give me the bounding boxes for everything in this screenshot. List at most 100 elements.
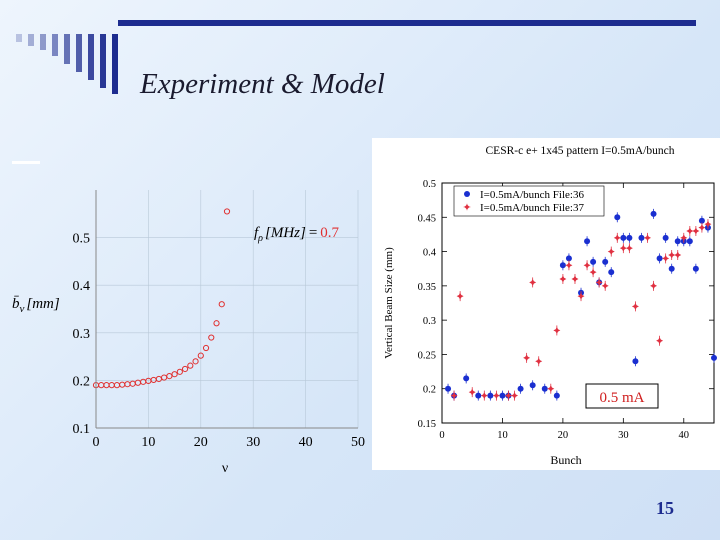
x-tick-label: 10 <box>141 435 155 450</box>
corner-stripes-decoration <box>16 34 120 94</box>
model-data-point <box>181 365 189 373</box>
file37-data-point <box>607 248 615 256</box>
y-tick-label: 0.15 <box>418 419 436 430</box>
file37-data-point <box>511 392 519 400</box>
model-data-point <box>213 320 220 327</box>
file36-data-point <box>632 358 639 365</box>
experiment-chart-title: CESR-c e+ 1x45 pattern I=0.5mA/bunch <box>486 145 675 157</box>
y-tick-label: 0.3 <box>73 327 91 342</box>
y-tick-label: 0.2 <box>423 385 436 396</box>
file37-data-point <box>504 392 512 400</box>
model-data-point <box>197 352 204 359</box>
top-accent-bar <box>118 20 696 26</box>
file37-data-point <box>650 282 658 290</box>
legend-label-file36: I=0.5mA/bunch File:36 <box>480 189 584 201</box>
y-tick-label: 0.5 <box>73 232 91 247</box>
x-tick-label: 30 <box>618 430 629 441</box>
file37-data-point <box>631 302 639 310</box>
model-data-point <box>171 371 178 378</box>
file37-data-point <box>559 275 567 283</box>
file37-data-point <box>704 220 712 228</box>
x-axis-label: ν <box>222 461 228 476</box>
y-tick-label: 0.4 <box>73 279 91 294</box>
x-tick-label: 10 <box>497 430 508 441</box>
experiment-y-axis-label: Vertical Beam Size (mm) <box>383 247 395 359</box>
file36-data-point <box>445 385 452 392</box>
file36-data-point <box>656 255 663 262</box>
file36-data-point <box>662 234 669 241</box>
file37-data-point <box>668 251 676 259</box>
file37-data-point <box>571 275 579 283</box>
experiment-legend: I=0.5mA/bunch File:36 ✦ I=0.5mA/bunch Fi… <box>453 185 605 217</box>
x-tick-label: 40 <box>679 430 690 441</box>
file36-data-point <box>499 392 506 399</box>
file36-data-point <box>487 392 494 399</box>
file36-data-point <box>517 385 524 392</box>
file36-data-point <box>698 217 705 224</box>
y-tick-label: 0.2 <box>73 374 91 389</box>
x-tick-label: 30 <box>246 435 260 450</box>
file36-data-point <box>674 238 681 245</box>
model-chart: 0.1 0.2 0.3 0.4 0.5 0 10 20 30 40 50 ν b̄ν [mm] fρ[… <box>12 190 365 476</box>
current-annotation-box <box>585 383 659 409</box>
file36-data-point <box>692 265 699 272</box>
model-data-point <box>129 380 136 387</box>
file37-data-point <box>523 354 531 362</box>
file36-data-point <box>463 375 470 382</box>
file37-data-point <box>589 268 597 276</box>
model-data-point <box>208 334 215 341</box>
model-data-point <box>124 381 131 388</box>
model-data-point <box>161 374 168 381</box>
file36-data-point <box>553 392 560 399</box>
file37-data-point <box>698 224 706 232</box>
file37-data-point <box>492 392 500 400</box>
file36-data-point <box>614 214 621 221</box>
model-data-point <box>187 362 194 369</box>
file36-data-point <box>475 392 482 399</box>
file36-data-point <box>711 354 717 361</box>
y-axis-label: b̄ν [mm] <box>12 296 60 315</box>
x-tick-label: 0 <box>439 430 444 441</box>
model-chart-panel: 0.1 0.2 0.3 0.4 0.5 0 10 20 30 40 50 ν b̄ν [mm] fρ[… <box>0 180 370 480</box>
file36-data-point <box>541 385 548 392</box>
file37-data-point <box>686 227 694 235</box>
model-data-point <box>150 376 157 384</box>
file37-data-point <box>565 261 573 269</box>
current-annotation-label: 0.5 mA <box>600 390 645 406</box>
fp-annotation: fρ [MHz] = 0.7 <box>254 225 340 244</box>
file37-data-point <box>468 388 476 396</box>
file37-data-point <box>619 244 627 252</box>
file37-data-point <box>662 254 670 262</box>
model-data-point <box>108 382 115 389</box>
model-data-point <box>218 301 225 308</box>
legend-marker-file36 <box>464 191 470 197</box>
file37-data-point <box>644 234 652 242</box>
page-number: 15 <box>656 498 674 518</box>
x-tick-label: 40 <box>299 435 313 450</box>
file37-data-point <box>553 326 561 334</box>
file37-data-point <box>535 357 543 365</box>
file37-data-point <box>625 244 633 252</box>
experiment-plot-frame <box>441 182 715 424</box>
y-tick-label: 0.3 <box>423 316 436 327</box>
file36-data-point <box>584 238 591 245</box>
file36-data-point <box>686 238 693 245</box>
model-data-point <box>223 208 231 215</box>
y-tick-label: 0.35 <box>418 282 436 293</box>
file37-data-point <box>601 282 609 290</box>
x-tick-label: 20 <box>558 430 569 441</box>
bullet-dash <box>12 161 40 164</box>
file37-data-point <box>547 385 555 393</box>
file36-data-point <box>529 382 536 389</box>
file37-data-point <box>480 392 488 400</box>
model-data-point <box>176 368 183 375</box>
file37-data-point <box>595 278 603 286</box>
model-data-point <box>166 373 173 380</box>
experiment-chart: CESR-c e+ 1x45 pattern I=0.5mA/bunch 0.1… <box>383 145 717 467</box>
x-tick-label: 50 <box>351 435 365 450</box>
model-data-point <box>140 378 147 385</box>
file36-data-point <box>650 210 657 217</box>
file37-data-point <box>583 261 591 269</box>
file37-data-point <box>692 227 700 235</box>
model-data-point <box>103 382 110 389</box>
